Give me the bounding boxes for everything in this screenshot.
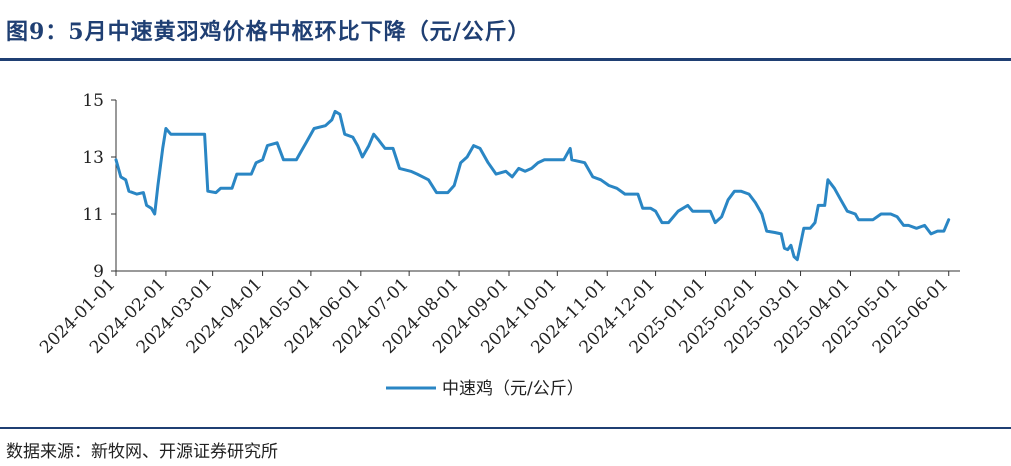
y-tick-label: 15: [82, 91, 104, 111]
series-line: [114, 109, 951, 262]
source-rule: [0, 427, 1011, 429]
y-tick-label: 11: [82, 205, 104, 225]
title-rule: [0, 58, 1011, 61]
line-chart: 91113152024-01-012024-02-012024-03-01202…: [36, 91, 960, 399]
data-source: 数据来源：新牧网、开源证券研究所: [6, 442, 278, 462]
figure-title: 图9：5月中速黄羽鸡价格中枢环比下降（元/公斤）: [6, 19, 531, 45]
y-tick-label: 9: [93, 262, 104, 282]
legend-label: 中速鸡（元/公斤）: [442, 379, 584, 399]
y-tick-label: 13: [82, 148, 104, 168]
